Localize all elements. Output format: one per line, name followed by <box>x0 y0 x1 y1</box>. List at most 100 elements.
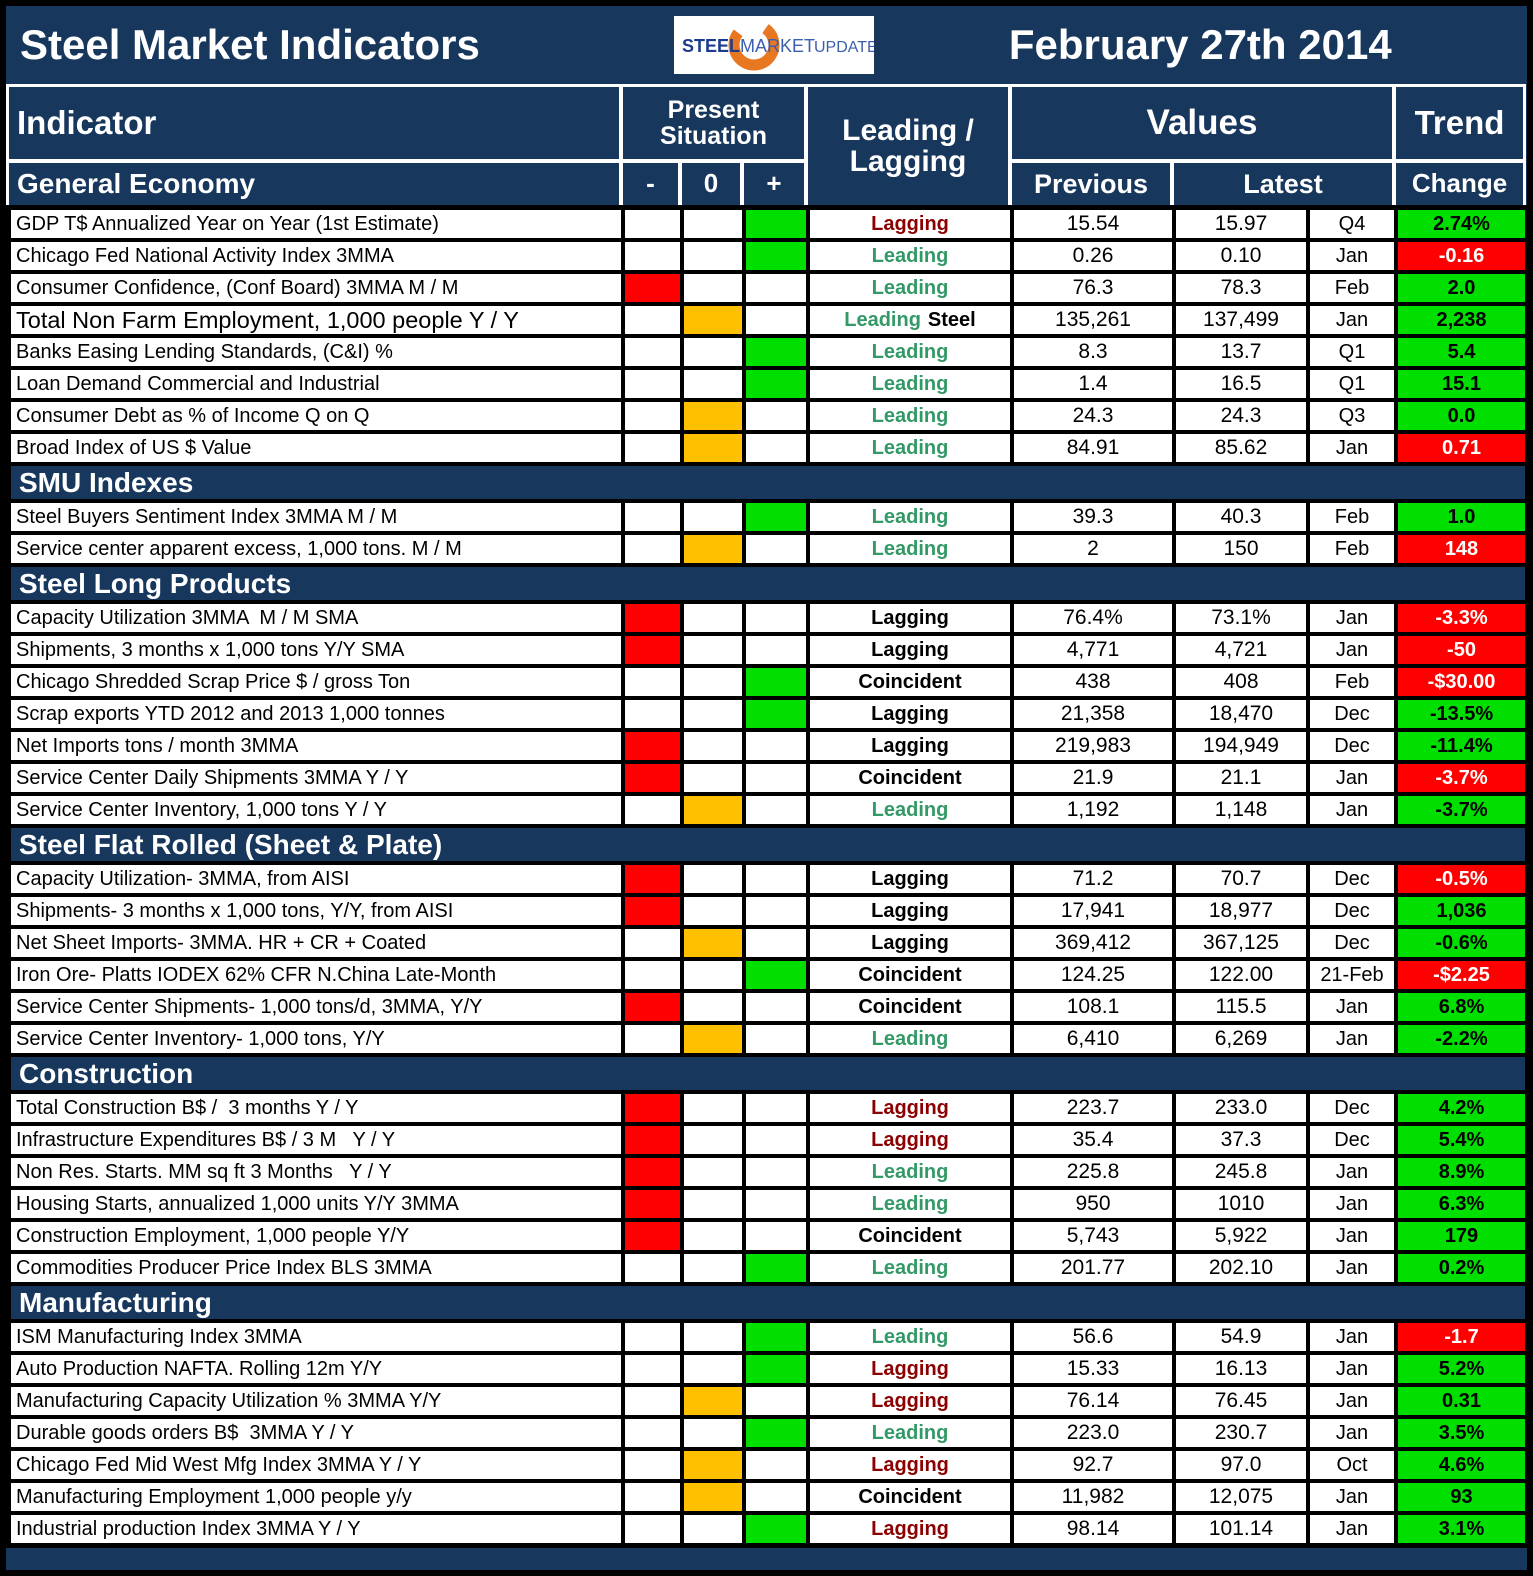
indicator-label: Industrial production Index 3MMA Y / Y <box>11 1515 621 1543</box>
situation-zero-cell <box>684 764 742 792</box>
previous-value: 1,192 <box>1014 796 1172 824</box>
indicator-label: Construction Employment, 1,000 people Y/… <box>11 1222 621 1250</box>
trend-change-cell: -0.5% <box>1398 865 1525 893</box>
trend-change-cell: -2.2% <box>1398 1025 1525 1053</box>
header-change: Change <box>1396 163 1523 205</box>
period-cell: Jan <box>1310 1387 1394 1415</box>
period-cell: Jan <box>1310 636 1394 664</box>
classification-label: Lagging <box>871 702 949 725</box>
previous-value: 219,983 <box>1014 732 1172 760</box>
situation-plus-cell <box>746 338 806 366</box>
latest-value: 54.9 <box>1176 1323 1306 1351</box>
trend-change-cell: 2.0 <box>1398 274 1525 302</box>
report-date: February 27th 2014 <box>1008 21 1392 68</box>
situation-zero-cell <box>684 1094 742 1122</box>
header-trend: Trend <box>1396 87 1523 159</box>
indicator-label: Loan Demand Commercial and Industrial <box>11 370 621 398</box>
latest-value: 245.8 <box>1176 1158 1306 1186</box>
classification-label: Leading <box>871 436 949 459</box>
leading-lagging-cell: Lagging <box>810 1094 1010 1122</box>
trend-change-cell: -13.5% <box>1398 700 1525 728</box>
latest-value: 18,977 <box>1176 897 1306 925</box>
situation-plus-cell <box>746 865 806 893</box>
leading-lagging-cell: Leading <box>810 503 1010 531</box>
situation-zero-cell <box>684 1254 742 1282</box>
trend-change-cell: 179 <box>1398 1222 1525 1250</box>
situation-plus-cell <box>746 535 806 563</box>
latest-value: 18,470 <box>1176 700 1306 728</box>
situation-zero-cell <box>684 1126 742 1154</box>
period-cell: Dec <box>1310 700 1394 728</box>
situation-minus-cell <box>625 1419 680 1447</box>
period-cell: Jan <box>1310 1323 1394 1351</box>
previous-value: 1.4 <box>1014 370 1172 398</box>
latest-value: 97.0 <box>1176 1451 1306 1479</box>
situation-minus-cell <box>625 1094 680 1122</box>
situation-minus-cell <box>625 1387 680 1415</box>
classification-label: Lagging <box>871 1517 949 1540</box>
previous-value: 76.3 <box>1014 274 1172 302</box>
latest-value: 1010 <box>1176 1190 1306 1218</box>
leading-lagging-cell: Lagging <box>810 929 1010 957</box>
classification-suffix: Steel <box>927 308 976 331</box>
period-cell: Jan <box>1310 434 1394 462</box>
previous-value: 15.54 <box>1014 210 1172 238</box>
indicator-label: Iron Ore- Platts IODEX 62% CFR N.China L… <box>11 961 621 989</box>
situation-zero-cell <box>684 865 742 893</box>
situation-zero-cell <box>684 897 742 925</box>
situation-plus-cell <box>746 306 806 334</box>
classification-label: Leading <box>871 244 949 267</box>
latest-value: 122.00 <box>1176 961 1306 989</box>
classification-label: Coincident <box>858 766 962 789</box>
header-leading-lagging-label: Leading / Lagging <box>842 113 974 178</box>
leading-lagging-cell: Leading <box>810 796 1010 824</box>
leading-lagging-cell: Leading <box>810 1419 1010 1447</box>
leading-lagging-cell: Lagging <box>810 700 1010 728</box>
leading-lagging-cell: Coincident <box>810 668 1010 696</box>
trend-change-cell: 8.9% <box>1398 1158 1525 1186</box>
situation-zero-cell <box>684 306 742 334</box>
situation-zero-cell <box>684 993 742 1021</box>
situation-minus-cell <box>625 1222 680 1250</box>
situation-zero-cell <box>684 732 742 760</box>
previous-value: 21,358 <box>1014 700 1172 728</box>
indicator-label: Infrastructure Expenditures B$ / 3 M Y /… <box>11 1126 621 1154</box>
situation-zero-cell <box>684 796 742 824</box>
latest-value: 24.3 <box>1176 402 1306 430</box>
previous-value: 438 <box>1014 668 1172 696</box>
indicator-label: Service Center Inventory- 1,000 tons, Y/… <box>11 1025 621 1053</box>
trend-change-cell: 1,036 <box>1398 897 1525 925</box>
situation-zero-cell <box>684 668 742 696</box>
situation-zero-cell <box>684 1483 742 1511</box>
indicator-label: Steel Buyers Sentiment Index 3MMA M / M <box>11 503 621 531</box>
situation-plus-cell <box>746 210 806 238</box>
period-cell: Q4 <box>1310 210 1394 238</box>
leading-lagging-cell: Lagging <box>810 1515 1010 1543</box>
indicator-label: Total Non Farm Employment, 1,000 people … <box>11 306 621 334</box>
latest-value: 367,125 <box>1176 929 1306 957</box>
classification-label: Leading <box>871 1027 949 1050</box>
period-cell: Jan <box>1310 1254 1394 1282</box>
leading-lagging-cell: Coincident <box>810 1222 1010 1250</box>
situation-plus-cell <box>746 1387 806 1415</box>
leading-lagging-cell: Lagging <box>810 1355 1010 1383</box>
header-minus: - <box>623 163 678 205</box>
trend-change-cell: -3.7% <box>1398 796 1525 824</box>
indicator-label: Non Res. Starts. MM sq ft 3 Months Y / Y <box>11 1158 621 1186</box>
header-indicator: Indicator <box>9 87 619 159</box>
situation-zero-cell <box>684 1025 742 1053</box>
situation-minus-cell <box>625 1025 680 1053</box>
previous-value: 21.9 <box>1014 764 1172 792</box>
previous-value: 11,982 <box>1014 1483 1172 1511</box>
trend-change-cell: -3.7% <box>1398 764 1525 792</box>
indicator-label: Service Center Daily Shipments 3MMA Y / … <box>11 764 621 792</box>
leading-lagging-cell: Leading Steel <box>810 306 1010 334</box>
situation-plus-cell <box>746 1355 806 1383</box>
previous-value: 6,410 <box>1014 1025 1172 1053</box>
indicator-label: Shipments, 3 months x 1,000 tons Y/Y SMA <box>11 636 621 664</box>
latest-value: 76.45 <box>1176 1387 1306 1415</box>
indicator-label: Service center apparent excess, 1,000 to… <box>11 535 621 563</box>
trend-change-cell: 3.1% <box>1398 1515 1525 1543</box>
situation-minus-cell <box>625 1158 680 1186</box>
situation-plus-cell <box>746 604 806 632</box>
